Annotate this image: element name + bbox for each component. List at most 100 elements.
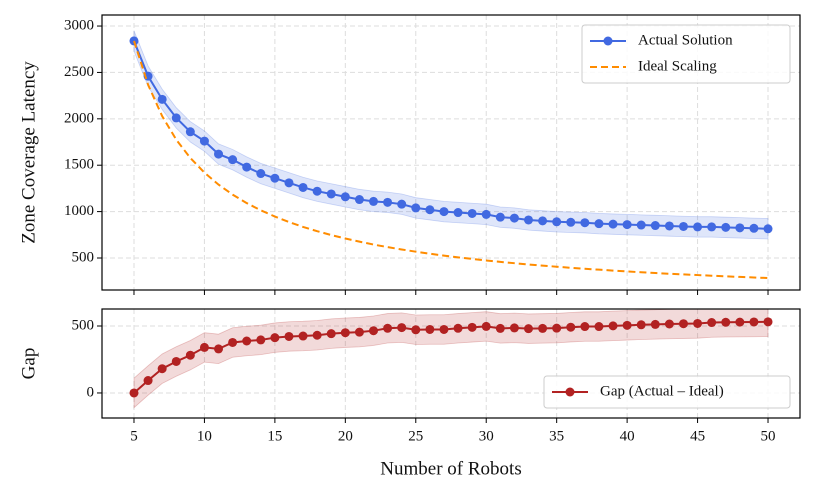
x-tick-label: 20 xyxy=(338,428,353,444)
point xyxy=(439,207,449,217)
point xyxy=(270,173,280,183)
point xyxy=(284,178,294,188)
legend-box xyxy=(543,375,791,409)
point xyxy=(397,323,407,333)
point xyxy=(326,329,336,339)
point xyxy=(185,350,195,360)
point xyxy=(580,322,590,332)
point xyxy=(566,322,576,332)
point xyxy=(256,335,266,345)
x-tick-label: 15 xyxy=(267,428,282,444)
series-line xyxy=(133,320,769,394)
point xyxy=(566,217,576,227)
point xyxy=(453,208,463,218)
point xyxy=(397,199,407,209)
legend-marker xyxy=(603,36,613,46)
point xyxy=(411,325,421,335)
point xyxy=(608,219,618,229)
axes-frame xyxy=(101,14,801,291)
point xyxy=(678,319,688,329)
point xyxy=(228,337,238,347)
x-tick-label: 45 xyxy=(690,428,705,444)
point xyxy=(171,356,181,366)
point xyxy=(495,323,505,333)
x-tick-label: 35 xyxy=(549,428,564,444)
point xyxy=(425,324,435,334)
point xyxy=(312,330,322,340)
point xyxy=(383,197,393,207)
y-tick-label: 1000 xyxy=(64,203,94,219)
point xyxy=(608,321,618,331)
point xyxy=(693,222,703,232)
x-tick-label: 40 xyxy=(620,428,635,444)
point xyxy=(185,127,195,137)
point xyxy=(354,195,364,205)
point xyxy=(214,149,224,159)
legend-label: Ideal Scaling xyxy=(638,58,717,74)
point xyxy=(340,328,350,338)
y-tick-label: 3000 xyxy=(64,17,94,33)
point xyxy=(749,317,759,327)
point xyxy=(509,213,519,223)
point xyxy=(636,220,646,230)
point xyxy=(298,331,308,341)
point xyxy=(157,364,167,374)
point xyxy=(594,322,604,332)
point xyxy=(749,223,759,233)
series-line xyxy=(133,40,769,230)
point xyxy=(538,323,548,333)
point xyxy=(594,219,604,229)
point xyxy=(664,221,674,231)
point xyxy=(228,155,238,165)
point xyxy=(721,222,731,232)
y-tick-label: 2000 xyxy=(64,110,94,126)
point xyxy=(552,323,562,333)
y-tick-label: 1500 xyxy=(64,157,94,173)
point xyxy=(369,326,379,336)
point xyxy=(481,321,491,331)
point xyxy=(284,331,294,341)
y-tick-label: 0 xyxy=(87,384,95,400)
point xyxy=(552,217,562,227)
y-tick-label: 2500 xyxy=(64,64,94,80)
point xyxy=(214,344,224,354)
point xyxy=(242,336,252,346)
legend-marker xyxy=(565,387,575,397)
point xyxy=(453,323,463,333)
point xyxy=(171,113,181,123)
point xyxy=(157,94,167,104)
x-tick-label: 10 xyxy=(197,428,212,444)
point xyxy=(439,324,449,334)
x-axis-label: Number of Robots xyxy=(380,458,521,479)
point xyxy=(636,320,646,330)
point xyxy=(199,136,209,146)
point xyxy=(523,324,533,334)
point xyxy=(693,318,703,328)
point xyxy=(622,220,632,230)
point xyxy=(735,223,745,233)
point xyxy=(721,317,731,327)
point xyxy=(580,218,590,228)
point xyxy=(650,319,660,329)
x-tick-label: 50 xyxy=(761,428,776,444)
point xyxy=(763,224,773,234)
point xyxy=(298,182,308,192)
point xyxy=(411,203,421,213)
point xyxy=(425,205,435,215)
x-tick-label: 30 xyxy=(479,428,494,444)
y-tick-label: 500 xyxy=(72,317,95,333)
point xyxy=(763,317,773,327)
y-axis-label: Gap xyxy=(18,348,39,380)
point xyxy=(735,317,745,327)
legend-label: Gap (Actual – Ideal) xyxy=(600,383,724,399)
series-line xyxy=(133,40,769,280)
point xyxy=(256,169,266,179)
point xyxy=(467,208,477,218)
point xyxy=(143,376,153,386)
point xyxy=(678,221,688,231)
plot-area xyxy=(102,309,800,418)
plot-area xyxy=(102,15,800,290)
point xyxy=(509,323,519,333)
x-tick-label: 5 xyxy=(130,428,138,444)
